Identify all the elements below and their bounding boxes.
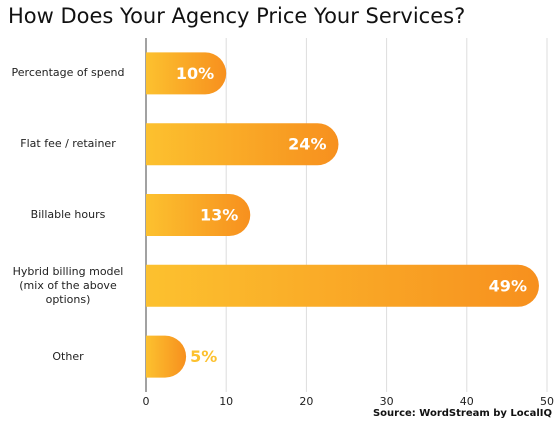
x-tick-label: 30 (380, 395, 394, 408)
category-label: Hybrid billing model (mix of the above o… (12, 264, 124, 306)
value-label: 10% (176, 64, 214, 83)
bar (146, 123, 339, 166)
bar (146, 335, 187, 378)
x-tick-label: 40 (460, 395, 474, 408)
chart-title: How Does Your Agency Price Your Services… (8, 4, 466, 28)
category-label: Percentage of spend (11, 66, 125, 80)
category-label: Billable hours (30, 208, 106, 221)
category-label: Other (52, 349, 84, 363)
value-label: 24% (288, 135, 326, 154)
bar (146, 264, 539, 307)
bar (146, 52, 227, 95)
value-label: 13% (200, 206, 238, 225)
bar (146, 194, 251, 236)
x-tick-label: 50 (540, 395, 554, 408)
source: Source: WordStream by LocalIQ (372, 408, 552, 419)
x-tick-label: 0 (143, 395, 150, 408)
category-label: Flat fee / retainer (20, 137, 116, 151)
x-tick-label: 20 (299, 395, 313, 408)
value-label: 5% (190, 347, 217, 366)
x-tick-label: 10 (219, 395, 233, 408)
value-label: 49% (489, 276, 527, 295)
